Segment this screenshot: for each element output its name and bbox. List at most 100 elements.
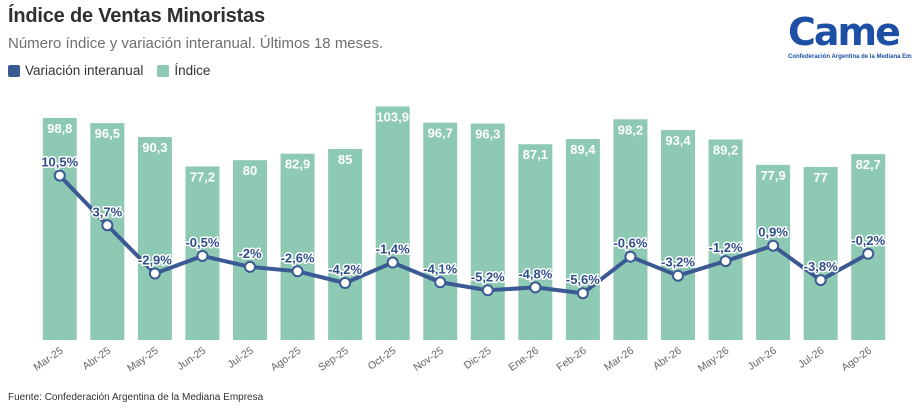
bar [565,139,600,340]
bars-layer: 98,8 96,5 90,3 77,2 80 82,9 85 103,9 96,7 96,3 87,… [42,106,886,340]
bar [233,160,267,340]
x-tick-label: Oct-25 [366,345,399,373]
bar-value-label: 82,9 [285,157,310,172]
x-tick-label: Feb-26 [554,345,588,374]
chart-subtitle: Número índice y variación interanual. Úl… [8,35,384,52]
x-tick-label: Jul-25 [225,345,255,371]
line-point [244,260,256,273]
bar [42,117,77,340]
bar [708,139,743,340]
x-tick-label: Mar-25 [31,345,65,374]
bar-value-label: 77,9 [760,168,785,183]
line-value-label: -4,1% [423,261,457,276]
line-point [339,277,352,289]
line-value-label: -2,9% [138,253,172,268]
line-point [386,256,399,269]
x-tick-label: Dic-25 [462,345,494,372]
bar-value-label: 96,3 [475,127,500,142]
legend-label-line: Variación interanual [25,63,144,78]
line-value-label: -0,2% [851,233,885,248]
x-tick-label: Jul-26 [796,345,826,371]
x-tick-label: Nov-25 [411,345,446,374]
bar-value-label: 98,2 [618,122,643,137]
chart-legend: Variación interanual Índice [8,63,224,78]
x-tick-label: Mar-26 [602,345,636,374]
bar [470,123,505,340]
x-tick-label: Abr-25 [80,345,113,373]
bar-value-label: 93,4 [665,133,691,148]
x-tick-label: Ago-25 [269,345,304,374]
line-point [767,239,780,252]
line-value-label: -5,6% [566,272,600,287]
series-line [58,174,870,296]
x-tick-label: Sep-25 [316,345,351,374]
bar-value-label: 77,2 [190,169,215,184]
line-point [672,269,684,282]
line-value-label: -0,5% [185,235,219,250]
line-value-label: -2,6% [281,250,315,265]
line-value-label: 3,7% [93,204,123,219]
line-point [719,255,732,268]
line-point [814,274,827,287]
bar [661,130,695,340]
bar [423,122,458,340]
x-tick-label: May-25 [125,345,161,375]
logo-subtitle: Confederación Argentina de la Mediana Em… [788,54,912,60]
bar [90,123,125,340]
bar-value-label: 80 [243,163,257,178]
bar-value-label: 98,8 [47,121,72,136]
line-value-label: -3,8% [804,259,838,274]
legend-item-line: Variación interanual [8,63,143,78]
bar [328,148,363,340]
line-value-label: -1,2% [709,240,743,255]
line-point [434,276,447,289]
line-value-label: -4,8% [518,266,552,281]
bar-value-label: 89,2 [713,143,738,158]
bar [851,154,886,340]
line-value-label: 10,5% [41,155,78,170]
source-note: Fuente: Confederación Argentina de la Me… [8,392,264,403]
legend-label-bar: Índice [174,63,211,78]
logo-wordmark: Came [788,10,901,54]
x-tick-label: Ago-26 [839,345,874,374]
bar [137,137,172,340]
line-point [862,247,875,260]
x-tick-label: Abr-26 [651,345,684,373]
bar-value-label: 103,9 [376,109,409,124]
bar-value-label: 87,1 [523,147,548,162]
line-value-label: 0,9% [758,225,788,240]
bar [518,144,553,340]
line-point [53,169,66,182]
bar-value-label: 89,4 [570,142,596,157]
line-point [196,249,209,262]
bar-value-label: 96,5 [95,126,120,141]
line-value-label: -1,4% [376,242,410,257]
bar-value-label: 96,7 [428,126,453,141]
legend-swatch-bar [157,64,170,77]
x-tick-label: Ene-26 [506,345,541,374]
line-value-label: -0,6% [613,236,647,251]
bar [803,166,838,340]
bar [613,119,648,340]
chart-title: Índice de Ventas Minoristas [8,5,265,27]
bar-value-label: 90,3 [142,140,167,155]
line-point [148,267,161,280]
came-logo: Came Confederación Argentina de la Media… [788,10,912,70]
line-point [101,219,114,232]
line-value-label: -4,2% [328,262,362,277]
bar [280,153,315,340]
bar-value-label: 82,7 [856,157,881,172]
bar [375,106,410,340]
legend-swatch-line [8,64,20,77]
legend-item-bar: Índice [157,63,210,78]
line-value-label: -5,2% [471,269,505,284]
x-axis-labels: Mar-25 Abr-25 May-25 Jun-25 Jul-25 Ago-25 Sep-… [31,345,874,375]
line-point [624,250,637,263]
line-value-label: -3,2% [661,255,695,270]
bar-value-label: 85 [338,152,352,167]
line-point [576,287,589,300]
x-tick-label: Jun-25 [175,345,208,373]
line-layer: 10,5% 3,7% -2,9% -0,5% -2% -2,6% -4,2% -1,4% -4,… [40,153,887,300]
x-tick-label: May-26 [696,345,732,375]
